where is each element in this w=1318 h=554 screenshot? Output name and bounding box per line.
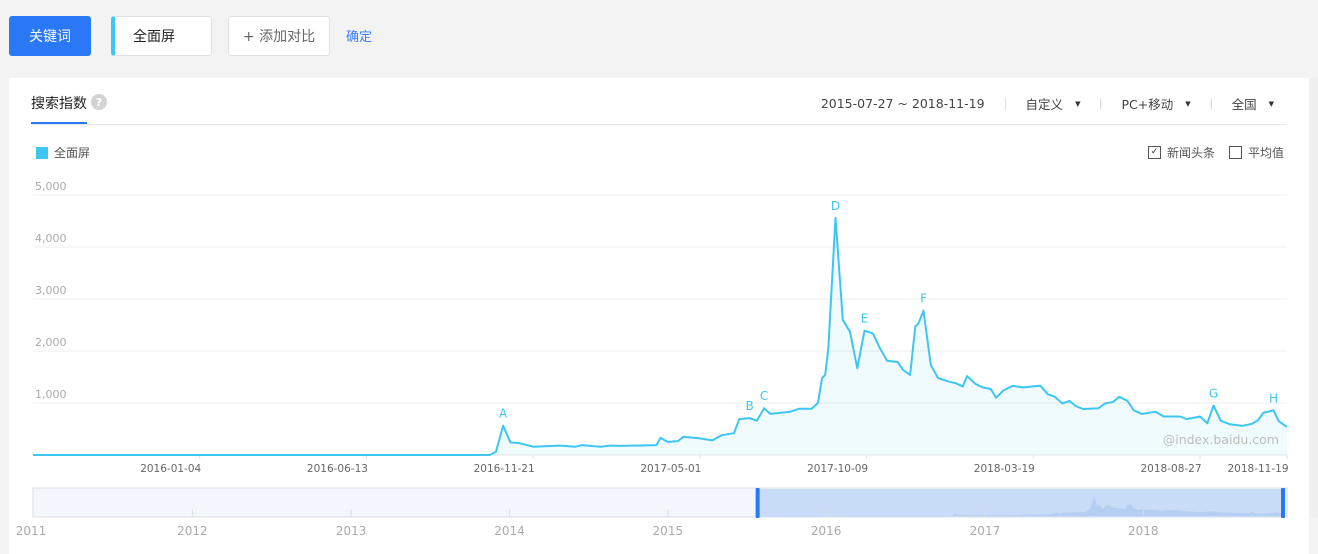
caret-down-icon: ▼ <box>1185 99 1191 108</box>
divider <box>1210 97 1212 110</box>
legend-label: 全面屏 <box>54 146 91 160</box>
legend: 全面屏 <box>36 144 90 161</box>
keyword-chip[interactable]: 全面屏 <box>111 16 212 56</box>
region-select[interactable]: 全国 ▼ <box>1232 94 1274 113</box>
y-tick-label: 4,000 <box>35 232 67 245</box>
series-line <box>33 216 1288 456</box>
active-tab-indicator <box>31 122 87 124</box>
y-tick-label: 5,000 <box>35 180 67 193</box>
x-tick-label: 2018-08-27 <box>1141 463 1202 475</box>
device-select[interactable]: PC+移动 ▼ <box>1121 94 1190 113</box>
watermark: @index.baidu.com <box>1163 432 1279 447</box>
checkbox-checked-icon: ✓ <box>1147 146 1161 159</box>
x-tick-label: 2018-03-19 <box>974 463 1035 475</box>
checkbox-unchecked-icon <box>1228 146 1242 159</box>
x-tick-label: 2016-06-13 <box>307 463 368 475</box>
search-index-card <box>9 78 1309 554</box>
help-icon[interactable]: ? <box>91 94 107 110</box>
confirm-link[interactable]: 确定 <box>346 30 373 45</box>
region-select-value: 全国 <box>1231 97 1257 112</box>
navigator-year-label: 2012 <box>177 524 208 538</box>
annotation-marker-g: G <box>1209 387 1218 401</box>
divider <box>1100 97 1102 110</box>
x-tick-label: 2017-10-09 <box>807 463 868 475</box>
annotation-marker-a: A <box>499 407 508 421</box>
period-select[interactable]: 自定义 ▼ <box>1026 94 1081 113</box>
news-label: 新闻头条 <box>1166 146 1215 160</box>
x-tick-label: 2018-11-19 <box>1227 463 1288 475</box>
annotation-marker-e: E <box>861 312 869 326</box>
navigator-year-label: 2015 <box>653 524 684 538</box>
x-tick-label: 2017-05-01 <box>640 463 701 475</box>
navigator-year-label: 2014 <box>494 524 525 538</box>
annotation-marker-b: B <box>745 399 753 413</box>
x-tick-label: 2016-01-04 <box>140 463 201 475</box>
caret-down-icon: ▼ <box>1075 99 1081 108</box>
navigator-mini-area <box>757 495 1283 516</box>
annotation-marker-h: H <box>1269 391 1278 405</box>
caret-down-icon: ▼ <box>1268 99 1274 108</box>
series-area <box>33 217 1287 455</box>
chart-options: ✓ 新闻头条 平均值 <box>1134 144 1284 161</box>
navigator-year-label: 2018 <box>1128 524 1159 538</box>
y-tick-label: 1,000 <box>35 388 67 401</box>
news-checkbox[interactable]: ✓ 新闻头条 <box>1147 144 1215 161</box>
legend-swatch <box>36 146 48 159</box>
navigator-year-label: 2016 <box>811 524 842 538</box>
navigator-year-label: 2013 <box>336 524 367 538</box>
y-tick-label: 2,000 <box>35 336 67 349</box>
keyword-button[interactable]: 关键词 <box>9 16 91 56</box>
device-select-value: PC+移动 <box>1121 97 1174 112</box>
y-tick-label: 3,000 <box>35 284 67 297</box>
navigator-year-label: 2011 <box>16 524 47 538</box>
navigator-year-label: 2017 <box>970 524 1001 538</box>
tab-search-index[interactable]: 搜索指数 <box>31 96 87 112</box>
filter-bar: 2015-07-27 ~ 2018-11-19 自定义 ▼ PC+移动 ▼ 全国 ▼ <box>821 94 1274 113</box>
annotation-marker-c: C <box>760 389 768 403</box>
navigator-left-handle[interactable] <box>755 488 760 518</box>
scrollbar[interactable] <box>1309 78 1318 518</box>
period-select-value: 自定义 <box>1025 97 1064 112</box>
annotation-marker-d: D <box>831 199 840 213</box>
navigator-right-handle[interactable] <box>1281 488 1285 518</box>
average-label: 平均值 <box>1247 146 1284 160</box>
date-range[interactable]: 2015-07-27 ~ 2018-11-19 <box>820 96 985 111</box>
annotation-marker-f: F <box>920 292 927 306</box>
divider <box>1004 97 1006 110</box>
add-compare-button[interactable]: + 添加对比 <box>228 16 330 56</box>
x-tick-label: 2016-11-21 <box>474 463 535 475</box>
average-checkbox[interactable]: 平均值 <box>1228 144 1284 161</box>
divider <box>31 124 1287 125</box>
